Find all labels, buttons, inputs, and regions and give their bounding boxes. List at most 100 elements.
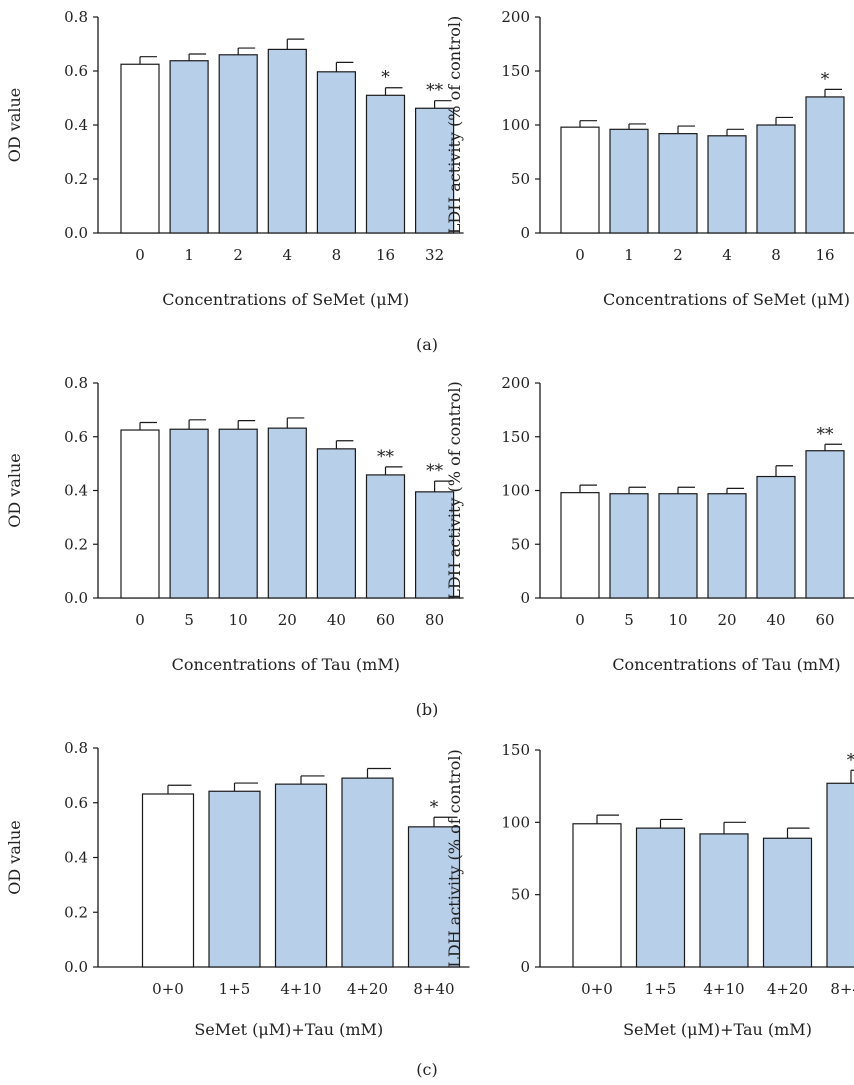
charts-layer: 0.00.20.40.60.80 1 2 4 8*16**32Concentration… bbox=[5, 8, 854, 1039]
bar bbox=[658, 133, 698, 234]
x-tick-label: 4+20 bbox=[767, 980, 808, 998]
y-tick-label: 0.2 bbox=[64, 535, 88, 553]
y-tick-label: 100 bbox=[501, 116, 530, 134]
y-tick-label: 0.6 bbox=[64, 428, 88, 446]
bar bbox=[805, 96, 845, 234]
bar bbox=[169, 428, 209, 599]
x-axis-label: Concentrations of Tau (mM) bbox=[172, 655, 400, 674]
bar bbox=[805, 450, 845, 599]
y-tick-label: 0 bbox=[520, 958, 530, 976]
y-tick-label: 0 bbox=[520, 589, 530, 607]
panel-label-c: (c) bbox=[416, 1060, 437, 1079]
x-tick-label: 0 bbox=[135, 611, 145, 629]
y-tick-label: 50 bbox=[511, 535, 530, 553]
bar bbox=[267, 48, 307, 234]
bar bbox=[365, 474, 406, 599]
y-tick-label: 0.0 bbox=[64, 589, 88, 607]
y-tick-label: 0.8 bbox=[64, 8, 88, 26]
x-tick-label: 1 bbox=[184, 246, 194, 264]
bar bbox=[609, 493, 649, 599]
x-tick-label: 40 bbox=[766, 611, 785, 629]
bar bbox=[707, 135, 747, 234]
x-tick-label: 60 bbox=[376, 611, 395, 629]
significance-mark: ** bbox=[817, 424, 835, 444]
x-tick-label: 8+40 bbox=[413, 980, 454, 998]
bar bbox=[415, 491, 455, 599]
bar bbox=[316, 71, 356, 234]
y-tick-label: 0.4 bbox=[64, 849, 88, 867]
y-axis-label: LDH activity (% of control) bbox=[445, 16, 464, 234]
chart-4: 05010015020005102040**60**80Concentratio… bbox=[445, 374, 854, 674]
y-axis-label: OD value bbox=[5, 453, 24, 528]
x-tick-label: 60 bbox=[815, 611, 834, 629]
significance-mark: * bbox=[821, 69, 830, 89]
x-tick-label: 1+5 bbox=[219, 980, 251, 998]
x-tick-label: 10 bbox=[668, 611, 687, 629]
y-tick-label: 0.0 bbox=[64, 224, 88, 242]
bar bbox=[365, 94, 406, 234]
x-tick-label: 2 bbox=[233, 246, 243, 264]
x-tick-label: 4+10 bbox=[703, 980, 744, 998]
bar bbox=[560, 492, 600, 599]
x-tick-label: 0 bbox=[135, 246, 145, 264]
y-tick-label: 150 bbox=[501, 62, 530, 80]
x-tick-label: 20 bbox=[278, 611, 297, 629]
bar bbox=[572, 823, 622, 968]
chart-3: 0.0 0.2 0.4 0.6 0.8 0 5 10 20 40 ** 60 ** 80 Concentra… bbox=[5, 374, 464, 674]
x-tick-label: 8 bbox=[771, 246, 781, 264]
x-tick-label: 4 bbox=[722, 246, 732, 264]
significance-mark: * bbox=[847, 750, 854, 770]
x-tick-label: 32 bbox=[425, 246, 444, 264]
y-tick-label: 0.4 bbox=[64, 116, 88, 134]
bar bbox=[762, 837, 813, 968]
y-tick-label: 150 bbox=[501, 428, 530, 446]
x-tick-label: 4 bbox=[283, 246, 293, 264]
y-tick-label: 0.6 bbox=[64, 794, 88, 812]
x-tick-label: 40 bbox=[327, 611, 346, 629]
bar bbox=[635, 827, 686, 968]
x-axis-label: Concentrations of Tau (mM) bbox=[612, 655, 840, 674]
bar bbox=[208, 790, 261, 968]
bar bbox=[707, 493, 747, 599]
y-tick-label: 0.6 bbox=[64, 62, 88, 80]
x-tick-label: 80 bbox=[425, 611, 444, 629]
x-tick-label: 8 bbox=[332, 246, 342, 264]
y-tick-label: 0.8 bbox=[64, 739, 88, 757]
bar bbox=[169, 60, 209, 234]
significance-mark: * bbox=[430, 797, 439, 817]
y-tick-label: 100 bbox=[501, 482, 530, 500]
x-tick-label: 20 bbox=[717, 611, 736, 629]
x-tick-label: 0+0 bbox=[581, 980, 613, 998]
x-axis-label: Concentrations of SeMet (μM) bbox=[162, 290, 409, 309]
chart-1: 0.0 0.2 0.4 0.6 0.8 0 1 2 4 8 * 16 ** 32 Concentration… bbox=[5, 8, 464, 309]
x-tick-label: 4+20 bbox=[347, 980, 388, 998]
y-axis-label: LDH activity (% of control) bbox=[445, 381, 464, 599]
significance-mark: ** bbox=[426, 81, 444, 101]
bar bbox=[407, 826, 461, 968]
y-axis-label: LDH activity (% of control) bbox=[445, 749, 464, 967]
x-axis-label: Concentrations of SeMet (μM) bbox=[603, 290, 850, 309]
x-tick-label: 0 bbox=[575, 246, 585, 264]
x-tick-label: 2 bbox=[673, 246, 683, 264]
x-axis-label: SeMet (μM)+Tau (mM) bbox=[194, 1020, 383, 1039]
bar bbox=[658, 493, 698, 599]
x-tick-label: 0 bbox=[575, 611, 585, 629]
y-tick-label: 0 bbox=[520, 224, 530, 242]
x-tick-label: 16 bbox=[815, 246, 834, 264]
y-tick-label: 0.2 bbox=[64, 170, 88, 188]
panel-label-b: (b) bbox=[416, 700, 439, 719]
bar bbox=[756, 124, 796, 234]
y-tick-label: 200 bbox=[501, 374, 530, 392]
y-tick-label: 200 bbox=[501, 8, 530, 26]
bar bbox=[218, 54, 258, 234]
bar bbox=[267, 427, 307, 599]
bar bbox=[560, 126, 600, 234]
bar bbox=[316, 448, 356, 599]
x-tick-label: 16 bbox=[376, 246, 395, 264]
bar bbox=[218, 428, 258, 599]
y-tick-label: 50 bbox=[511, 886, 530, 904]
chart-5: 0.0 0.2 0.4 0.6 0.8 0+0 1+5 4+10 4+20 * 8+40 SeMet … bbox=[5, 739, 470, 1039]
x-tick-label: 0+0 bbox=[152, 980, 184, 998]
